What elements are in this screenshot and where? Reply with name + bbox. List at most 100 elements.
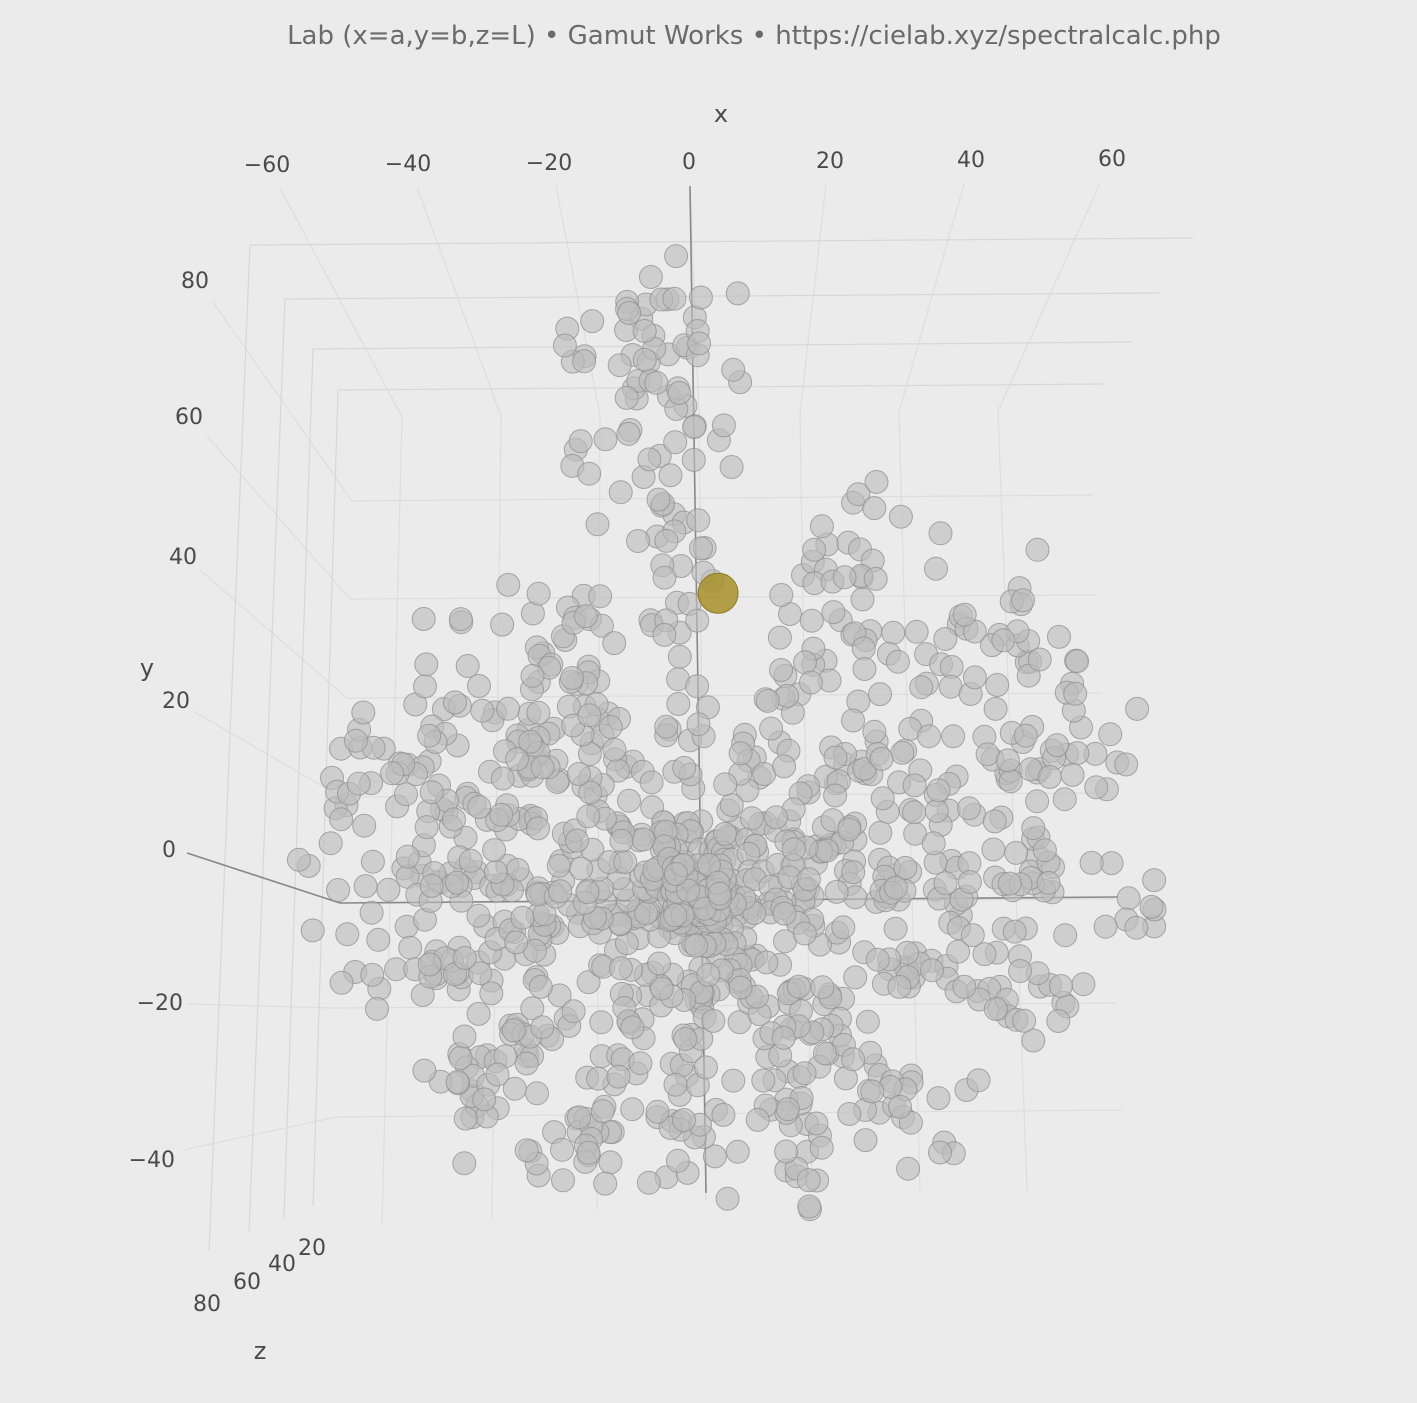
data-point — [982, 809, 1007, 834]
data-point — [769, 658, 793, 682]
data-point — [995, 748, 1020, 773]
data-point — [576, 1140, 601, 1165]
data-point — [395, 844, 420, 869]
data-point — [1125, 696, 1150, 721]
y-gridline — [187, 1002, 1118, 1009]
data-point — [442, 807, 466, 832]
data-point — [837, 817, 862, 842]
x-gridline — [898, 183, 965, 1191]
data-point — [470, 698, 495, 723]
data-point — [590, 1099, 615, 1124]
data-point — [775, 1097, 800, 1122]
data-point — [566, 762, 591, 786]
data-point — [585, 512, 610, 537]
data-point — [676, 878, 700, 903]
data-point — [398, 935, 423, 960]
data-point — [417, 723, 442, 748]
data-point — [719, 455, 744, 479]
data-point — [530, 1015, 555, 1040]
data-point — [589, 1010, 614, 1035]
data-point — [520, 663, 545, 688]
data-point — [745, 1107, 770, 1132]
data-point — [526, 816, 550, 841]
data-point — [335, 922, 360, 947]
data-point — [550, 1137, 575, 1162]
data-point — [588, 584, 613, 609]
data-point — [652, 565, 677, 590]
x-tick-label: −40 — [385, 152, 431, 177]
data-point — [890, 740, 915, 765]
data-point — [933, 627, 958, 651]
data-point — [684, 933, 709, 958]
data-point — [1114, 752, 1139, 777]
data-point — [452, 946, 477, 970]
data-point — [711, 1102, 736, 1127]
x-tick-label: 40 — [957, 148, 985, 173]
data-point — [985, 673, 1010, 697]
data-point — [443, 690, 467, 715]
data-point — [526, 700, 551, 725]
data-point — [802, 537, 827, 562]
data-point — [467, 795, 492, 819]
data-point — [501, 1018, 526, 1043]
data-point — [525, 1081, 549, 1106]
data-point — [468, 961, 493, 986]
data-point — [329, 970, 354, 995]
data-point — [608, 480, 633, 505]
x-axis: x −60 −40 −20 0 20 40 60 — [244, 100, 1126, 178]
data-point — [445, 1070, 470, 1094]
data-point — [496, 572, 521, 597]
x-tick-label: 0 — [682, 150, 696, 175]
data-point — [662, 286, 687, 311]
data-point — [917, 724, 941, 749]
data-point — [351, 700, 376, 725]
data-point — [972, 942, 997, 967]
data-point — [632, 319, 657, 343]
data-point — [1013, 723, 1038, 748]
data-point — [715, 1186, 740, 1211]
data-point — [1021, 816, 1046, 841]
data-point — [628, 1051, 653, 1076]
data-point — [853, 1128, 878, 1153]
data-point — [754, 950, 779, 975]
data-point — [1047, 624, 1071, 649]
data-point — [928, 1140, 952, 1165]
y-tick-label: −40 — [129, 1148, 175, 1173]
data-point — [578, 780, 603, 805]
data-point — [823, 783, 848, 808]
data-point — [1142, 868, 1167, 893]
data-point — [352, 813, 377, 838]
data-point — [981, 837, 1006, 862]
data-point — [767, 625, 792, 650]
data-point — [485, 1062, 510, 1087]
data-point — [904, 619, 929, 644]
data-point — [688, 285, 713, 310]
data-point — [1002, 919, 1027, 944]
data-point — [467, 674, 491, 698]
data-point — [686, 508, 711, 533]
data-point — [941, 724, 966, 749]
data-point — [728, 975, 753, 1000]
data-point — [685, 674, 710, 699]
data-point — [502, 1076, 527, 1101]
data-point — [649, 976, 674, 1001]
data-point — [781, 837, 806, 862]
data-point — [663, 862, 688, 886]
data-point — [928, 521, 953, 546]
data-point — [577, 703, 602, 728]
data-point — [572, 349, 597, 374]
data-point — [548, 879, 573, 904]
data-point — [998, 769, 1023, 794]
data-point — [885, 649, 910, 674]
data-point — [631, 827, 656, 852]
highlight-layer — [697, 572, 739, 614]
data-point — [448, 607, 473, 632]
data-point — [860, 1079, 885, 1104]
data-point — [1025, 789, 1050, 814]
data-point — [637, 447, 662, 472]
data-point — [636, 1170, 661, 1195]
data-point — [755, 688, 780, 713]
data-point — [667, 644, 692, 669]
data-point — [490, 612, 515, 637]
